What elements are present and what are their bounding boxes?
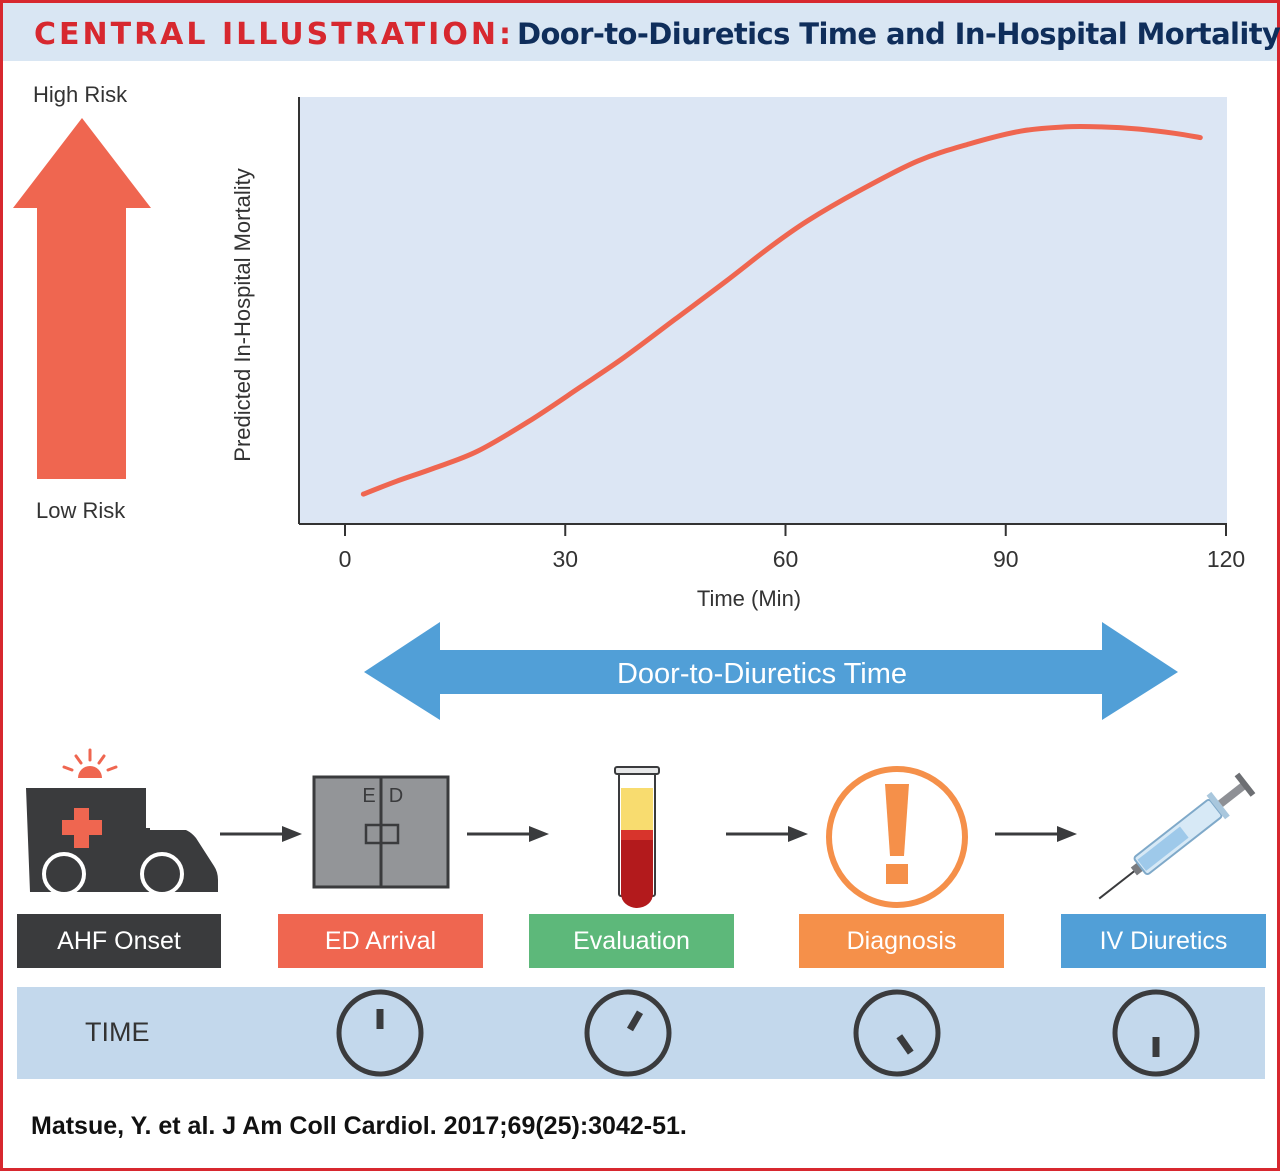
low-risk-label: Low Risk xyxy=(36,498,126,523)
ambulance-icon xyxy=(26,748,218,896)
test-tube-icon xyxy=(614,766,660,908)
y-axis-label: Predicted In-Hospital Mortality xyxy=(230,168,255,461)
clock-hand xyxy=(896,1034,914,1055)
ed-door-icon: E D xyxy=(312,775,450,889)
door-to-diuretics-arrow: Door-to-Diuretics Time xyxy=(364,622,1178,720)
stage-ahf-onset: AHF Onset xyxy=(17,914,221,968)
x-axis-label: Time (Min) xyxy=(697,586,801,611)
step-arrow-icon xyxy=(467,826,549,842)
header-label: CENTRAL ILLUSTRATION: xyxy=(34,17,514,52)
x-tick-label: 30 xyxy=(552,546,578,572)
plot-area xyxy=(299,97,1227,524)
door-to-diuretics-label: Door-to-Diuretics Time xyxy=(617,658,907,690)
x-tick-label: 120 xyxy=(1207,546,1245,572)
stage-diagnosis: Diagnosis xyxy=(799,914,1004,968)
header-bar: CENTRAL ILLUSTRATION: Door-to-Diuretics … xyxy=(3,3,1280,61)
x-tick-label: 0 xyxy=(339,546,352,572)
high-risk-label: High Risk xyxy=(33,82,128,107)
clock-icon xyxy=(1112,989,1200,1077)
clock-icon xyxy=(584,989,672,1077)
clock-icon xyxy=(336,989,424,1077)
step-arrow-icon xyxy=(726,826,808,842)
step-arrow-icon xyxy=(220,826,302,842)
risk-arrow-icon xyxy=(13,118,151,479)
mortality-curve xyxy=(360,123,1203,497)
time-band xyxy=(17,987,1265,1079)
x-tick-label: 60 xyxy=(773,546,799,572)
stage-iv-diuretics: IV Diuretics xyxy=(1061,914,1266,968)
exclamation-icon xyxy=(826,766,968,908)
stage-ed-arrival: ED Arrival xyxy=(278,914,483,968)
header-title: Door-to-Diuretics Time and In-Hospital M… xyxy=(517,17,1280,51)
time-label: TIME xyxy=(85,1017,150,1047)
step-arrow-icon xyxy=(995,826,1077,842)
ed-door-letter-d: D xyxy=(389,785,403,807)
x-tick-label: 90 xyxy=(993,546,1019,572)
syringe-icon xyxy=(1098,772,1256,900)
citation: Matsue, Y. et al. J Am Coll Cardiol. 201… xyxy=(31,1112,687,1140)
clock-row xyxy=(336,989,1200,1077)
clock-hand xyxy=(626,1010,644,1032)
stage-evaluation: Evaluation xyxy=(529,914,734,968)
clock-icon xyxy=(853,989,941,1077)
mortality-chart: 0 30 60 90 120 Predicted In-Hospital Mortali… xyxy=(230,97,1245,611)
ed-door-letter-e: E xyxy=(362,785,375,807)
